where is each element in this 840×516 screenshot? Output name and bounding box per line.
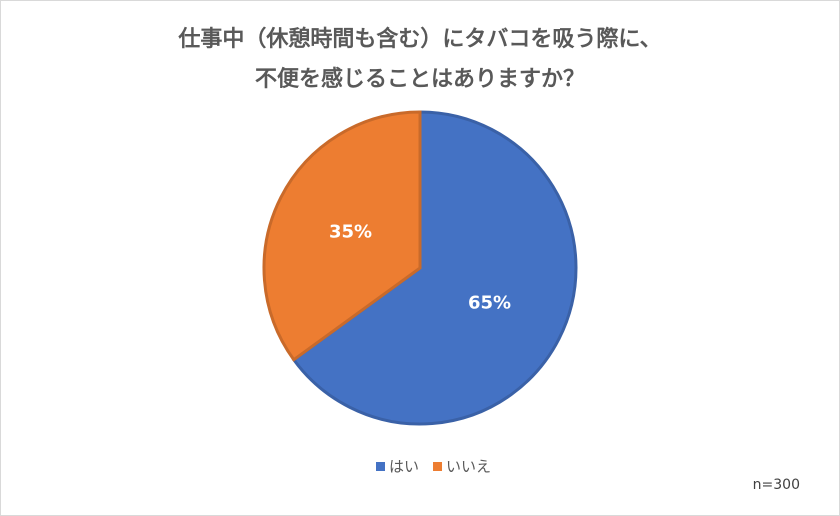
chart-title: 仕事中（休憩時間も含む）にタバコを吸う際に、	[177, 26, 661, 52]
data-label: 35%	[329, 222, 372, 243]
pie-slice	[262, 110, 422, 362]
sample-note: n=300	[753, 477, 800, 493]
legend-swatch	[376, 462, 385, 471]
pie-slice	[291, 110, 578, 426]
legend-swatch	[433, 462, 443, 471]
legend-label: はい	[389, 458, 419, 476]
legend-label: いいえ	[446, 458, 491, 476]
data-label: 65%	[468, 292, 511, 313]
chart-title: 不便を感じることはありますか？	[255, 66, 585, 92]
